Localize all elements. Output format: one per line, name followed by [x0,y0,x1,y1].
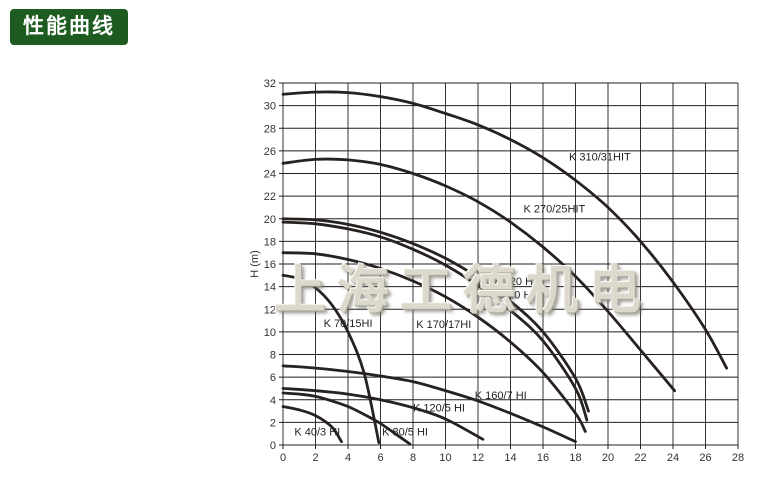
x-tick-label: 20 [602,452,614,464]
curve-K-270-25HIT [281,157,676,393]
y-tick-label: 14 [264,282,276,294]
curve-label-K-70-15HI: K 70/15HI [324,318,373,330]
curve-label-K-180-20-HI: K 180/20 HI [478,276,536,288]
curve-K-80-5-HI [281,391,412,446]
x-tick-label: 2 [312,452,318,464]
x-tick-label: 18 [569,452,581,464]
y-tick-label: 8 [270,350,276,362]
curve-label-K-80-5-HI: K 80/5 HI [382,426,428,438]
x-tick-label: 6 [377,452,383,464]
x-tick-label: 26 [699,452,711,464]
curve-label-K-120-5-HI: K 120/5 HI [413,403,465,415]
x-tick-label: 16 [537,452,549,464]
y-tick-label: 4 [270,395,276,407]
y-tick-label: 0 [270,440,276,452]
y-tick-label: 26 [264,146,276,158]
curve-K-170-17HI [281,251,587,433]
x-tick-label: 22 [634,452,646,464]
curve-K-180-20-HIT [281,220,589,422]
y-axis-label: H (m) [249,250,261,278]
section-title-badge: 性能曲线 [10,9,128,45]
y-tick-label: 12 [264,304,276,316]
y-tick-label: 18 [264,236,276,248]
x-tick-label: 24 [667,452,679,464]
y-tick-label: 32 [264,78,276,90]
y-tick-label: 16 [264,259,276,271]
curve-K-180-20-HI [281,217,590,413]
curve-K-40-3-HI [281,405,343,443]
section-title-text: 性能曲线 [23,15,115,38]
x-tick-label: 10 [439,452,451,464]
x-tick-label: 28 [732,452,744,464]
y-tick-label: 28 [264,123,276,135]
curve-label-K-310-31HIT: K 310/31HIT [569,152,631,164]
y-tick-label: 22 [264,191,276,203]
curve-K-120-5-HI [281,387,485,441]
curve-label-K-180-20-HIT: K 180/20 HIT [476,290,541,302]
y-tick-label: 30 [264,101,276,113]
y-tick-label: 10 [264,327,276,339]
y-tick-label: 20 [264,214,276,226]
y-tick-label: 6 [270,372,276,384]
curve-label-K-270-25HIT: K 270/25HIT [524,204,586,216]
curve-label-K-160-7-HI: K 160/7 HI [475,390,527,402]
x-tick-label: 14 [504,452,516,464]
y-tick-label: 24 [264,169,276,181]
curve-K-70-15HI [281,273,381,445]
y-tick-label: 2 [270,417,276,429]
curve-label-K-170-17HI: K 170/17HI [416,319,471,331]
curve-label-K-40-3-HI: K 40/3 HI [294,426,340,438]
x-tick-label: 4 [345,452,351,464]
x-tick-label: 8 [410,452,416,464]
x-tick-label: 0 [280,452,286,464]
curve-K-310-31HIT [281,90,728,370]
curve-K-160-7-HI [281,364,577,443]
x-tick-label: 12 [472,452,484,464]
